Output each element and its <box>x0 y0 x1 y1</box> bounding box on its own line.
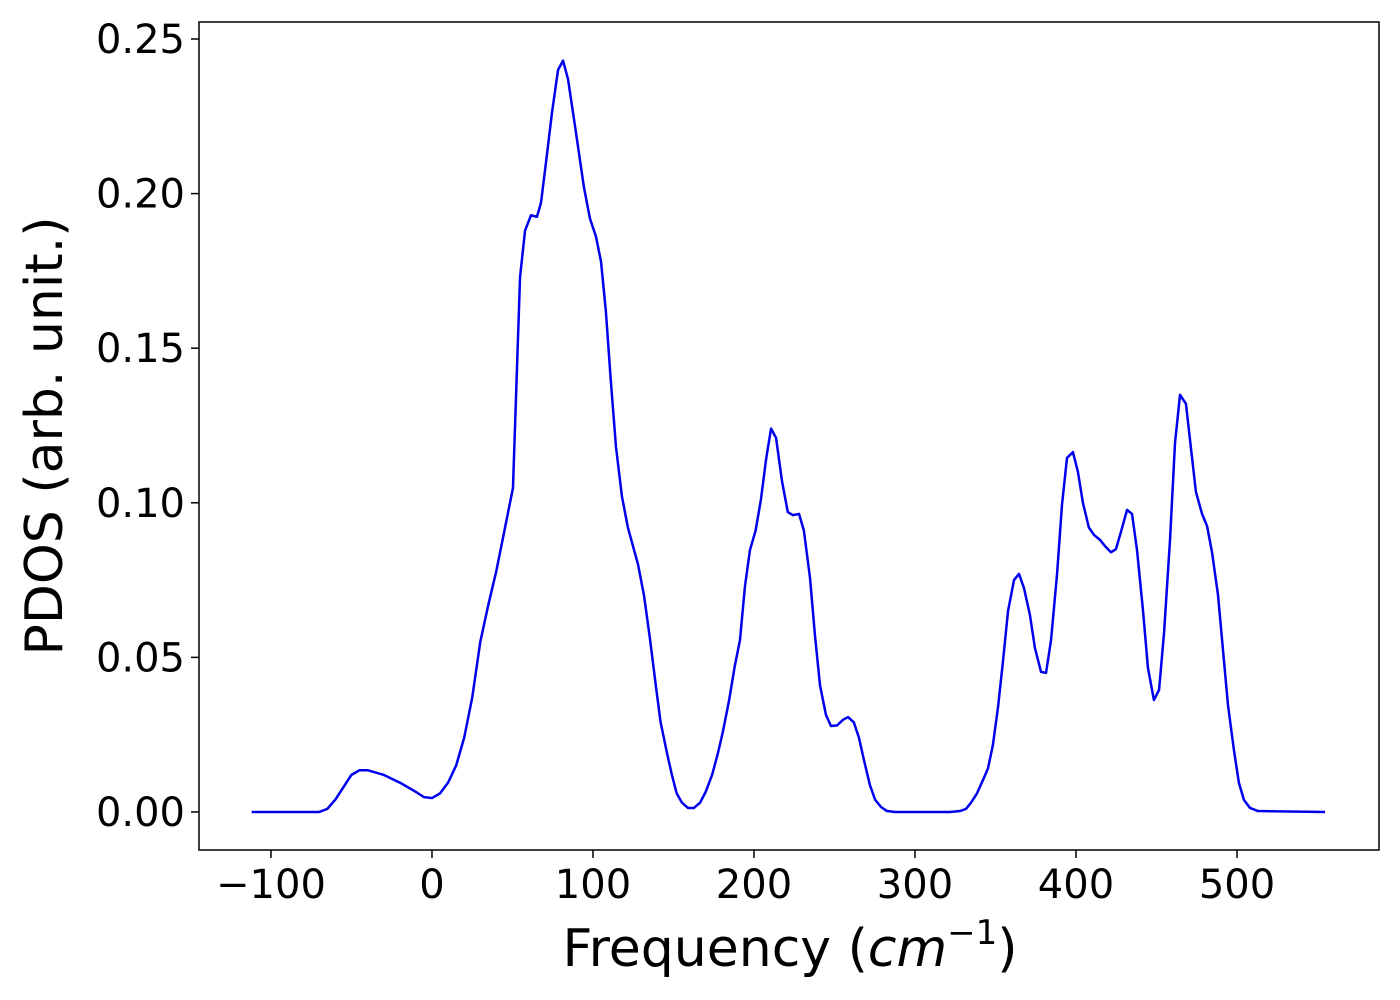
y-tick-label: 0.20 <box>96 172 185 218</box>
x-label-part: ) <box>997 919 1017 979</box>
x-tick-label: −100 <box>216 862 326 908</box>
x-label-part: Frequency ( <box>562 919 867 979</box>
y-axis-label: PDOS (arb. unit.) <box>15 216 75 655</box>
x-label-part: −1 <box>947 913 997 953</box>
y-tick-label: 0.25 <box>96 17 185 63</box>
x-tick-label: 100 <box>555 862 631 908</box>
data-line <box>251 59 1326 814</box>
y-tick-label: 0.05 <box>96 635 185 681</box>
x-tick-label: 0 <box>419 862 444 908</box>
x-axis-label: Frequency (cm−1) <box>562 913 1017 979</box>
y-tick-label: 0.00 <box>96 790 185 836</box>
y-tick-label: 0.10 <box>96 481 185 527</box>
x-tick-label: 200 <box>716 862 792 908</box>
x-tick-label: 400 <box>1038 862 1114 908</box>
plot-frame <box>198 21 1380 851</box>
y-tick-label: 0.15 <box>96 326 185 372</box>
x-label-part: cm <box>868 919 947 979</box>
x-tick-label: 500 <box>1199 862 1275 908</box>
x-tick-label: 300 <box>877 862 953 908</box>
